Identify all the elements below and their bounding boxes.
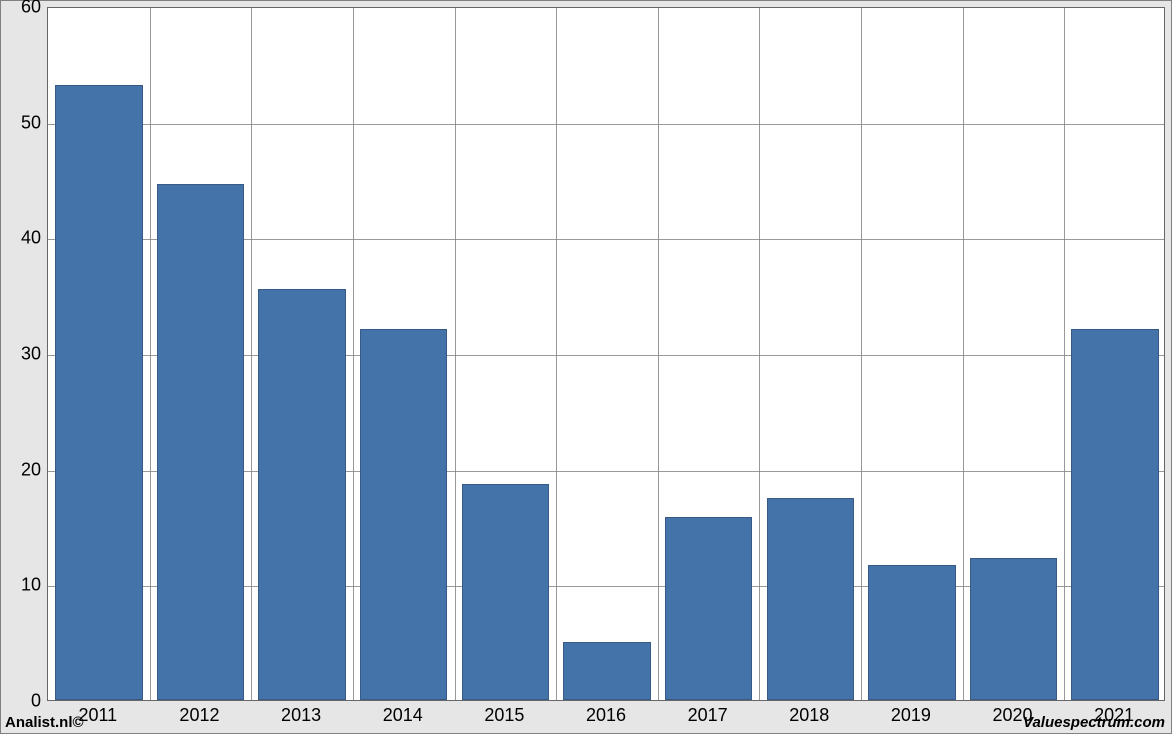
bar <box>868 565 955 700</box>
bar <box>970 558 1057 700</box>
bar <box>258 289 345 700</box>
x-tick-label: 2012 <box>179 705 219 726</box>
bar <box>563 642 650 700</box>
plot-area <box>47 7 1165 701</box>
bar <box>1071 329 1158 700</box>
x-tick-label: 2011 <box>78 705 117 726</box>
y-tick-label: 40 <box>7 228 41 249</box>
x-tick-label: 2015 <box>484 705 524 726</box>
bars-layer <box>48 8 1164 700</box>
x-tick-label: 2016 <box>586 705 626 726</box>
x-tick-label: 2014 <box>383 705 423 726</box>
bar <box>360 329 447 700</box>
x-tick-label: 2017 <box>688 705 728 726</box>
y-tick-label: 0 <box>7 691 41 712</box>
y-tick-label: 60 <box>7 0 41 18</box>
x-tick-label: 2013 <box>281 705 321 726</box>
y-tick-label: 10 <box>7 575 41 596</box>
bar <box>665 517 752 700</box>
y-tick-label: 30 <box>7 344 41 365</box>
y-tick-label: 50 <box>7 112 41 133</box>
bar <box>462 484 549 700</box>
bar <box>157 184 244 700</box>
credit-right: Valuespectrum.com <box>1023 714 1165 731</box>
credit-left: Analist.nl© <box>5 714 84 731</box>
chart-frame: 0 10 20 30 40 50 60 2011 2012 2013 2014 2015 2016 20… <box>0 0 1172 734</box>
bar <box>767 498 854 700</box>
x-tick-label: 2018 <box>789 705 829 726</box>
y-tick-label: 20 <box>7 459 41 480</box>
x-tick-label: 2019 <box>891 705 931 726</box>
bar <box>55 85 142 700</box>
